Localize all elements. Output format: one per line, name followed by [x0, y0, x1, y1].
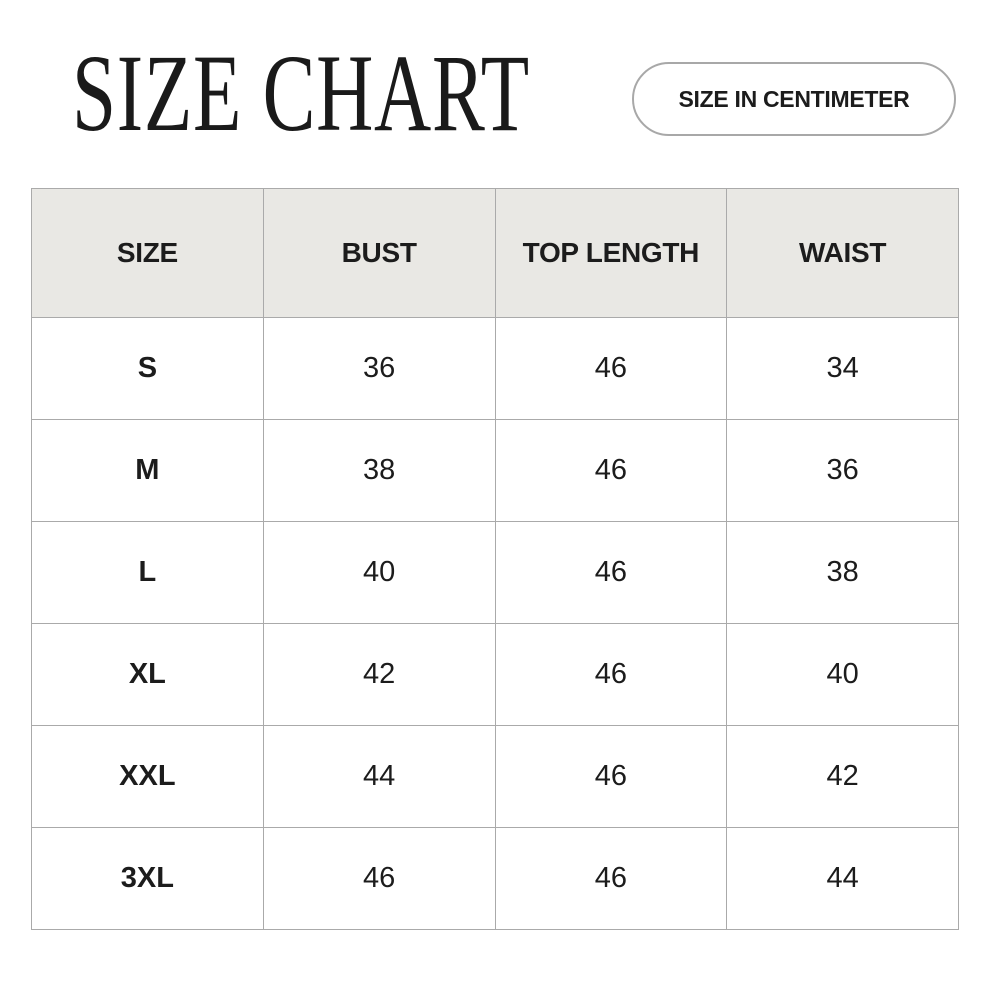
measurement-cell: 42: [726, 725, 959, 828]
measurement-cell: 46: [494, 521, 728, 624]
measurement-cell: 46: [494, 623, 728, 726]
table-row: XL 42 46 40: [31, 623, 959, 726]
table-row: S 36 46 34: [31, 317, 959, 420]
size-cell: 3XL: [31, 827, 264, 930]
measurement-cell: 46: [494, 317, 728, 420]
size-cell: M: [31, 419, 264, 522]
measurement-cell: 38: [726, 521, 959, 624]
size-cell: L: [31, 521, 264, 624]
size-cell: S: [31, 317, 264, 420]
column-header: SIZE: [31, 188, 264, 318]
size-table: SIZE BUST TOP LENGTH WAIST S 36 46 34 M 38 46 36 L 4…: [31, 188, 959, 930]
measurement-cell: 46: [494, 419, 728, 522]
measurement-cell: 46: [262, 827, 496, 930]
table-row: L 40 46 38: [31, 521, 959, 624]
measurement-cell: 44: [726, 827, 959, 930]
measurement-cell: 46: [494, 827, 728, 930]
table-row: 3XL 46 46 44: [31, 827, 959, 930]
table-header-row: SIZE BUST TOP LENGTH WAIST: [31, 188, 959, 318]
column-header: TOP LENGTH: [494, 188, 728, 318]
measurement-cell: 36: [726, 419, 959, 522]
measurement-cell: 44: [262, 725, 496, 828]
measurement-cell: 34: [726, 317, 959, 420]
measurement-cell: 36: [262, 317, 496, 420]
page-title: SIZE CHART: [72, 32, 530, 154]
column-header: WAIST: [726, 188, 959, 318]
table-row: M 38 46 36: [31, 419, 959, 522]
measurement-cell: 38: [262, 419, 496, 522]
size-cell: XL: [31, 623, 264, 726]
measurement-cell: 40: [262, 521, 496, 624]
measurement-cell: 42: [262, 623, 496, 726]
measurement-cell: 40: [726, 623, 959, 726]
table-row: XXL 44 46 42: [31, 725, 959, 828]
column-header: BUST: [262, 188, 496, 318]
size-cell: XXL: [31, 725, 264, 828]
unit-badge: SIZE IN CENTIMETER: [632, 62, 956, 136]
measurement-cell: 46: [494, 725, 728, 828]
